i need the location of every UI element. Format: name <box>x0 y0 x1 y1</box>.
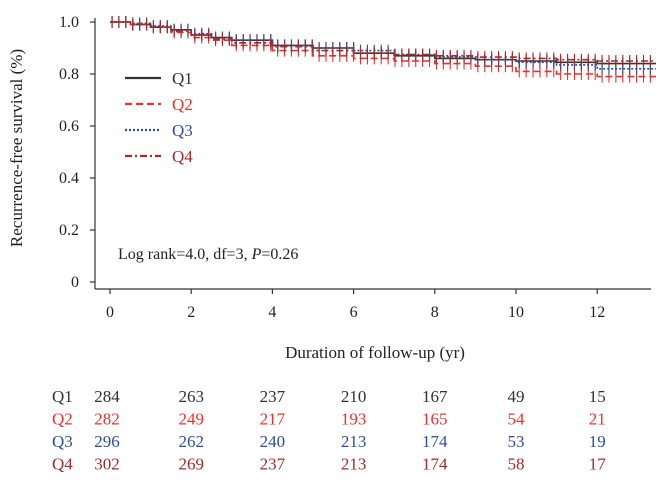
p-value: =0.26 <box>261 246 298 263</box>
legend-item-q3: Q3 <box>125 121 193 140</box>
risk-table: Q1 284 263 237 210 167 49 15 Q2 282 249 217 193 165 54… <box>52 387 606 474</box>
risk-row-q4: Q4 302 269 237 213 174 58 17 <box>52 455 606 474</box>
y-tick-label: 0.8 <box>59 66 79 83</box>
y-tick-label: 1.0 <box>59 14 79 31</box>
risk-count: 217 <box>260 410 286 429</box>
risk-count: 210 <box>341 387 367 406</box>
risk-count: 165 <box>422 410 448 429</box>
legend-item-q2: Q2 <box>125 95 193 114</box>
censor-marks-q2 <box>112 16 656 83</box>
risk-count: 302 <box>94 455 120 474</box>
risk-count: 15 <box>589 387 606 406</box>
risk-count: 262 <box>178 432 204 451</box>
risk-count: 263 <box>178 387 204 406</box>
risk-count: 174 <box>422 432 448 451</box>
legend: Q1 Q2 Q3 Q4 <box>125 69 193 166</box>
risk-count: 53 <box>508 432 525 451</box>
x-axis: 0 2 4 6 8 10 12 <box>106 289 605 321</box>
risk-count: 17 <box>589 455 607 474</box>
x-tick-label: 6 <box>350 304 358 321</box>
risk-count: 269 <box>178 455 204 474</box>
x-tick-label: 2 <box>187 304 195 321</box>
risk-count: 240 <box>260 432 286 451</box>
risk-count: 49 <box>508 387 525 406</box>
y-axis-title-group: Recurrence-free survival (%) <box>7 49 26 247</box>
y-axis: 0 0.2 0.4 0.6 0.8 1.0 <box>59 14 95 291</box>
y-tick-label: 0.4 <box>59 170 79 187</box>
censor-marks-q4 <box>112 16 656 67</box>
series-q3 <box>110 16 656 75</box>
x-axis-title: Duration of follow-up (yr) <box>285 343 465 362</box>
x-tick-label: 10 <box>508 304 524 321</box>
series-q4 <box>110 16 656 67</box>
y-tick-label: 0.2 <box>59 222 79 239</box>
legend-label: Q3 <box>172 121 193 140</box>
risk-row-q3: Q3 296 262 240 213 174 53 19 <box>52 432 606 451</box>
legend-item-q1: Q1 <box>125 69 193 88</box>
risk-row-label: Q4 <box>52 455 73 474</box>
legend-label: Q4 <box>172 147 193 166</box>
risk-count: 282 <box>94 410 120 429</box>
legend-label: Q2 <box>172 95 193 114</box>
risk-row-label: Q2 <box>52 410 73 429</box>
x-tick-label: 12 <box>589 304 605 321</box>
risk-count: 249 <box>178 410 204 429</box>
risk-count: 213 <box>341 455 367 474</box>
log-rank-annotation: Log rank=4.0, df=3, P=0.26 <box>118 246 298 263</box>
risk-row-q2: Q2 282 249 217 193 165 54 21 <box>52 410 606 429</box>
risk-count: 296 <box>94 432 120 451</box>
risk-count: 193 <box>341 410 367 429</box>
risk-row-q1: Q1 284 263 237 210 167 49 15 <box>52 387 606 406</box>
p-label: P <box>251 246 262 263</box>
risk-count: 54 <box>508 410 526 429</box>
y-axis-title: Recurrence-free survival (%) <box>7 49 26 247</box>
risk-count: 19 <box>589 432 606 451</box>
x-tick-label: 8 <box>431 304 439 321</box>
log-rank-text: Log rank=4.0, df=3, <box>118 246 252 263</box>
risk-count: 167 <box>422 387 448 406</box>
risk-count: 284 <box>94 387 120 406</box>
risk-count: 58 <box>508 455 525 474</box>
risk-count: 174 <box>422 455 448 474</box>
x-tick-label: 4 <box>268 304 276 321</box>
risk-count: 237 <box>260 455 286 474</box>
censor-marks-q3 <box>112 16 656 75</box>
x-tick-label: 0 <box>106 304 114 321</box>
risk-count: 21 <box>589 410 606 429</box>
y-tick-label: 0 <box>71 274 79 291</box>
risk-row-label: Q3 <box>52 432 73 451</box>
legend-item-q4: Q4 <box>125 147 193 166</box>
legend-label: Q1 <box>172 69 193 88</box>
risk-count: 213 <box>341 432 367 451</box>
risk-count: 237 <box>260 387 286 406</box>
risk-row-label: Q1 <box>52 387 73 406</box>
y-tick-label: 0.6 <box>59 118 79 135</box>
